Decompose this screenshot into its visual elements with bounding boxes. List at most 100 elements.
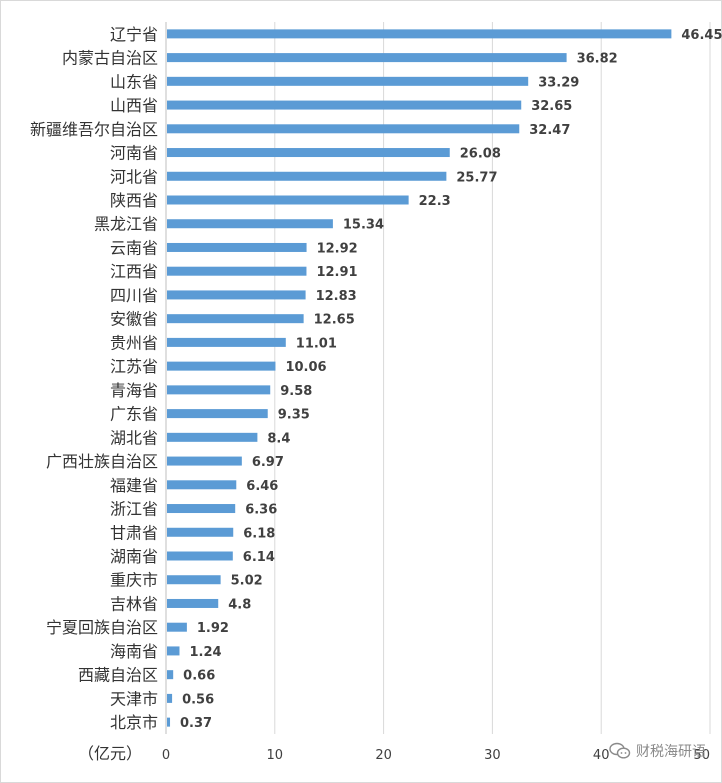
value-label: 6.18 xyxy=(243,526,275,541)
value-label: 25.77 xyxy=(456,170,497,185)
bar xyxy=(167,575,221,585)
category-label: 湖南省 xyxy=(110,547,158,566)
x-tick-label: 10 xyxy=(267,748,284,763)
x-tick-label: 30 xyxy=(484,748,501,763)
category-label: 江苏省 xyxy=(110,357,158,376)
watermark: 财税海研语 xyxy=(609,741,706,761)
bar xyxy=(167,219,333,229)
bar xyxy=(167,646,180,656)
category-label: 青海省 xyxy=(110,381,158,400)
bar xyxy=(167,432,258,442)
bar xyxy=(167,266,307,276)
value-label: 0.66 xyxy=(183,669,215,684)
value-label: 0.56 xyxy=(182,692,214,707)
value-label: 46.45 xyxy=(681,28,722,43)
bar xyxy=(167,100,522,110)
bar xyxy=(167,76,529,86)
bar xyxy=(167,314,304,324)
category-label: 贵州省 xyxy=(110,333,158,352)
bar xyxy=(167,337,286,347)
unit-label: （亿元） xyxy=(78,744,142,763)
category-label: 北京市 xyxy=(110,713,158,732)
value-label: 6.14 xyxy=(243,550,275,565)
value-label: 5.02 xyxy=(231,574,263,589)
bar xyxy=(167,622,187,632)
bar xyxy=(167,29,672,39)
category-label: 江西省 xyxy=(110,262,158,281)
bar xyxy=(167,53,567,63)
category-label: 甘肃省 xyxy=(110,523,158,542)
value-label: 32.47 xyxy=(529,123,570,138)
value-label: 9.35 xyxy=(278,408,310,423)
value-label: 12.92 xyxy=(317,241,358,256)
bar xyxy=(167,456,242,466)
value-label: 6.36 xyxy=(245,503,277,518)
category-label: 天津市 xyxy=(110,689,158,708)
category-label: 山东省 xyxy=(110,72,158,91)
value-label: 32.65 xyxy=(531,99,572,114)
value-label: 36.82 xyxy=(577,52,618,67)
bar xyxy=(167,598,219,608)
bar xyxy=(167,504,236,514)
category-label: 山西省 xyxy=(110,96,158,115)
value-label: 4.8 xyxy=(228,597,251,612)
category-label: 浙江省 xyxy=(110,500,158,519)
category-label: 海南省 xyxy=(110,642,158,661)
bar xyxy=(167,717,171,727)
value-label: 11.01 xyxy=(296,336,337,351)
x-tick-label: 40 xyxy=(593,748,610,763)
category-label: 内蒙古自治区 xyxy=(62,49,158,68)
bar xyxy=(167,693,173,703)
bar xyxy=(167,480,237,490)
category-label: 广西壮族自治区 xyxy=(46,452,158,471)
bar xyxy=(167,148,450,158)
value-label: 1.92 xyxy=(197,621,229,636)
bar xyxy=(167,551,233,561)
value-label: 6.97 xyxy=(252,455,284,470)
category-label: 重庆市 xyxy=(110,571,158,590)
category-label: 黑龙江省 xyxy=(94,215,158,234)
category-label: 云南省 xyxy=(110,238,158,257)
category-label: 新疆维吾尔自治区 xyxy=(30,120,158,139)
category-label: 宁夏回族自治区 xyxy=(46,618,158,637)
x-tick-label: 50 xyxy=(693,748,710,763)
bars xyxy=(167,29,672,727)
value-label: 0.37 xyxy=(180,716,212,731)
category-label: 福建省 xyxy=(110,476,158,495)
bar xyxy=(167,527,234,537)
value-label: 8.4 xyxy=(267,431,290,446)
category-label: 陕西省 xyxy=(110,191,158,210)
bar xyxy=(167,670,174,680)
category-label: 河北省 xyxy=(110,167,158,186)
category-labels: 辽宁省内蒙古自治区山东省山西省新疆维吾尔自治区河南省河北省陕西省黑龙江省云南省江… xyxy=(30,25,158,732)
category-label: 安徽省 xyxy=(110,310,158,329)
value-label: 33.29 xyxy=(538,75,579,90)
value-label: 12.65 xyxy=(314,313,355,328)
value-label: 12.91 xyxy=(316,265,357,280)
value-label: 9.58 xyxy=(280,384,312,399)
bar xyxy=(167,171,447,181)
category-label: 辽宁省 xyxy=(110,25,158,44)
value-label: 10.06 xyxy=(285,360,326,375)
category-label: 河南省 xyxy=(110,144,158,163)
category-label: 四川省 xyxy=(110,286,158,305)
bar xyxy=(167,195,409,205)
x-tick-label: 0 xyxy=(162,748,170,763)
value-label: 1.24 xyxy=(189,645,221,660)
x-tick-labels: 0 10 20 30 40 50 xyxy=(162,748,710,763)
value-label: 15.34 xyxy=(343,218,384,233)
value-label: 12.83 xyxy=(316,289,357,304)
category-label: 吉林省 xyxy=(110,594,158,613)
bar xyxy=(167,290,306,300)
gridlines xyxy=(274,22,711,734)
value-label: 22.3 xyxy=(419,194,451,209)
category-label: 广东省 xyxy=(110,405,158,424)
bar xyxy=(167,361,276,371)
value-labels: 46.45 36.82 33.29 32.65 32.47 26.08 25.77 22.3 1… xyxy=(180,28,722,731)
category-label: 西藏自治区 xyxy=(78,666,158,685)
value-label: 6.46 xyxy=(246,479,278,494)
watermark-text: 财税海研语 xyxy=(636,744,706,760)
bar xyxy=(167,242,307,252)
bar xyxy=(167,409,268,419)
